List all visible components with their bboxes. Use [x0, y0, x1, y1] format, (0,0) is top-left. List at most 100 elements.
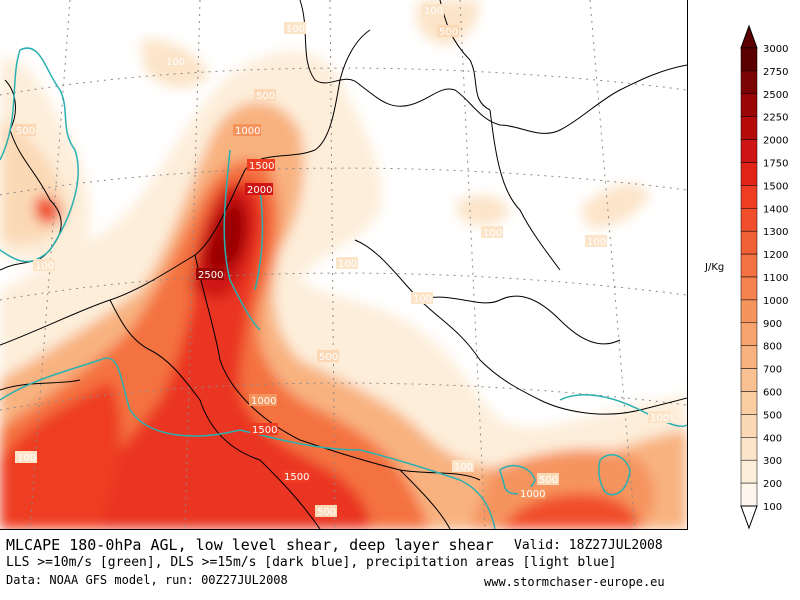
legend-arrow-bottom — [740, 505, 758, 530]
legend-level-label: 100 — [763, 502, 782, 513]
footer-legend-note: LLS >=10m/s [green], DLS >=15m/s [dark b… — [6, 555, 617, 570]
legend-level-label: 1100 — [763, 273, 788, 284]
svg-text:1000: 1000 — [251, 396, 276, 407]
legend-swatch — [740, 459, 758, 484]
color-legend: 3000 2750 2500 2250 2000 1750 1500 1400 1300 1200… — [689, 0, 800, 530]
contour-label-100: 100 — [411, 292, 433, 305]
svg-text:1500: 1500 — [249, 161, 274, 172]
contour-label-100: 100 — [33, 259, 55, 272]
svg-text:500: 500 — [319, 352, 338, 363]
legend-level-label: 1000 — [763, 296, 788, 307]
legend-swatch — [740, 299, 758, 324]
lat-lon-grid — [0, 0, 688, 530]
contour-label-1500: 1500 — [282, 470, 310, 483]
legend-swatch — [740, 162, 758, 186]
legend-level-label: 800 — [763, 342, 782, 353]
legend-level-label: 400 — [763, 433, 782, 444]
svg-text:500: 500 — [256, 91, 275, 102]
contour-label-100: 100 — [422, 4, 444, 17]
legend-swatch — [740, 322, 758, 346]
legend-swatch — [740, 70, 758, 95]
contour-label-100: 100 — [585, 235, 607, 248]
legend-swatch — [740, 185, 758, 209]
contour-label-500: 500 — [537, 473, 559, 486]
svg-text:100: 100 — [424, 6, 443, 17]
svg-text:2500: 2500 — [198, 270, 223, 281]
legend-swatch — [740, 230, 758, 255]
contour-label-2000: 2000 — [245, 183, 273, 196]
svg-text:500: 500 — [539, 475, 558, 486]
legend-swatch — [740, 414, 758, 438]
legend-swatch — [740, 253, 758, 278]
contour-label-1000: 1000 — [518, 487, 546, 500]
legend-swatch — [740, 391, 758, 415]
contour-label-1500: 1500 — [247, 159, 275, 172]
svg-text:100: 100 — [338, 259, 357, 270]
contour-label-100: 100 — [284, 22, 306, 35]
legend-level-label: 1500 — [763, 181, 788, 192]
legend-swatch — [740, 116, 758, 140]
cape-map-svg: 100 100 100 100 100 100 100 100 100 100 … — [0, 0, 688, 530]
legend-swatch — [740, 345, 758, 369]
legend-level-label: 2750 — [763, 67, 788, 78]
svg-text:500: 500 — [439, 27, 458, 38]
svg-text:100: 100 — [454, 462, 473, 473]
legend-level-label: 2250 — [763, 113, 788, 124]
map-footer: MLCAPE 180-0hPa AGL, low level shear, de… — [0, 530, 800, 600]
contour-label-1500: 1500 — [250, 423, 278, 436]
legend-labels: 3000 2750 2500 2250 2000 1750 1500 1400 1300 1200… — [763, 44, 788, 513]
contour-label-100: 100 — [15, 451, 37, 464]
legend-svg: 3000 2750 2500 2250 2000 1750 1500 1400 1300 1200… — [704, 24, 788, 530]
contour-label-100: 100 — [336, 257, 358, 270]
svg-text:500: 500 — [16, 126, 35, 137]
svg-text:100: 100 — [17, 453, 36, 464]
footer-data-source: Data: NOAA GFS model, run: 00Z27JUL2008 — [6, 573, 288, 587]
svg-text:100: 100 — [587, 237, 606, 248]
footer-title: MLCAPE 180-0hPa AGL, low level shear, de… — [6, 536, 494, 554]
legend-level-label: 2000 — [763, 136, 788, 147]
contour-label-100: 100 — [481, 226, 503, 239]
legend-level-label: 1300 — [763, 227, 788, 238]
svg-text:100: 100 — [286, 24, 305, 35]
contour-label-500: 500 — [437, 25, 459, 38]
contour-label-500: 500 — [315, 505, 337, 518]
contour-label-100: 100 — [164, 55, 186, 68]
svg-text:1000: 1000 — [235, 126, 260, 137]
contour-label-500: 500 — [317, 350, 339, 363]
contour-label-1000: 1000 — [249, 394, 277, 407]
legend-level-label: 600 — [763, 388, 782, 399]
legend-swatch — [740, 276, 758, 301]
contour-label-500: 500 — [14, 124, 36, 137]
svg-text:100: 100 — [35, 261, 54, 272]
footer-website: www.stormchaser-europe.eu — [484, 575, 665, 589]
legend-unit: J/Kg — [704, 262, 724, 273]
contour-label-100: 100 — [452, 460, 474, 473]
legend-colorbar — [740, 24, 758, 530]
lls-contour — [0, 47, 688, 530]
legend-level-label: 3000 — [763, 44, 788, 55]
cape-map: 100 100 100 100 100 100 100 100 100 100 … — [0, 0, 688, 530]
svg-text:1500: 1500 — [252, 425, 277, 436]
svg-text:100: 100 — [650, 413, 669, 424]
legend-swatch — [740, 208, 758, 232]
legend-level-label: 1200 — [763, 250, 788, 261]
legend-level-label: 2500 — [763, 90, 788, 101]
svg-text:1000: 1000 — [520, 489, 545, 500]
contour-label-500: 500 — [254, 89, 276, 102]
contour-label-1000: 1000 — [233, 124, 261, 137]
footer-valid-time: Valid: 18Z27JUL2008 — [514, 538, 663, 553]
svg-text:500: 500 — [317, 507, 336, 518]
legend-swatch — [740, 93, 758, 117]
legend-swatch — [740, 47, 758, 72]
legend-swatch — [740, 139, 758, 163]
svg-text:100: 100 — [166, 57, 185, 68]
legend-level-label: 1750 — [763, 159, 788, 170]
legend-level-label: 700 — [763, 365, 782, 376]
legend-swatch — [740, 437, 758, 461]
cape-field — [0, 0, 687, 530]
contour-label-2500: 2500 — [196, 268, 224, 281]
svg-text:1500: 1500 — [284, 472, 309, 483]
legend-level-label: 900 — [763, 319, 782, 330]
legend-arrow-top — [740, 24, 758, 49]
legend-swatch — [740, 368, 758, 392]
